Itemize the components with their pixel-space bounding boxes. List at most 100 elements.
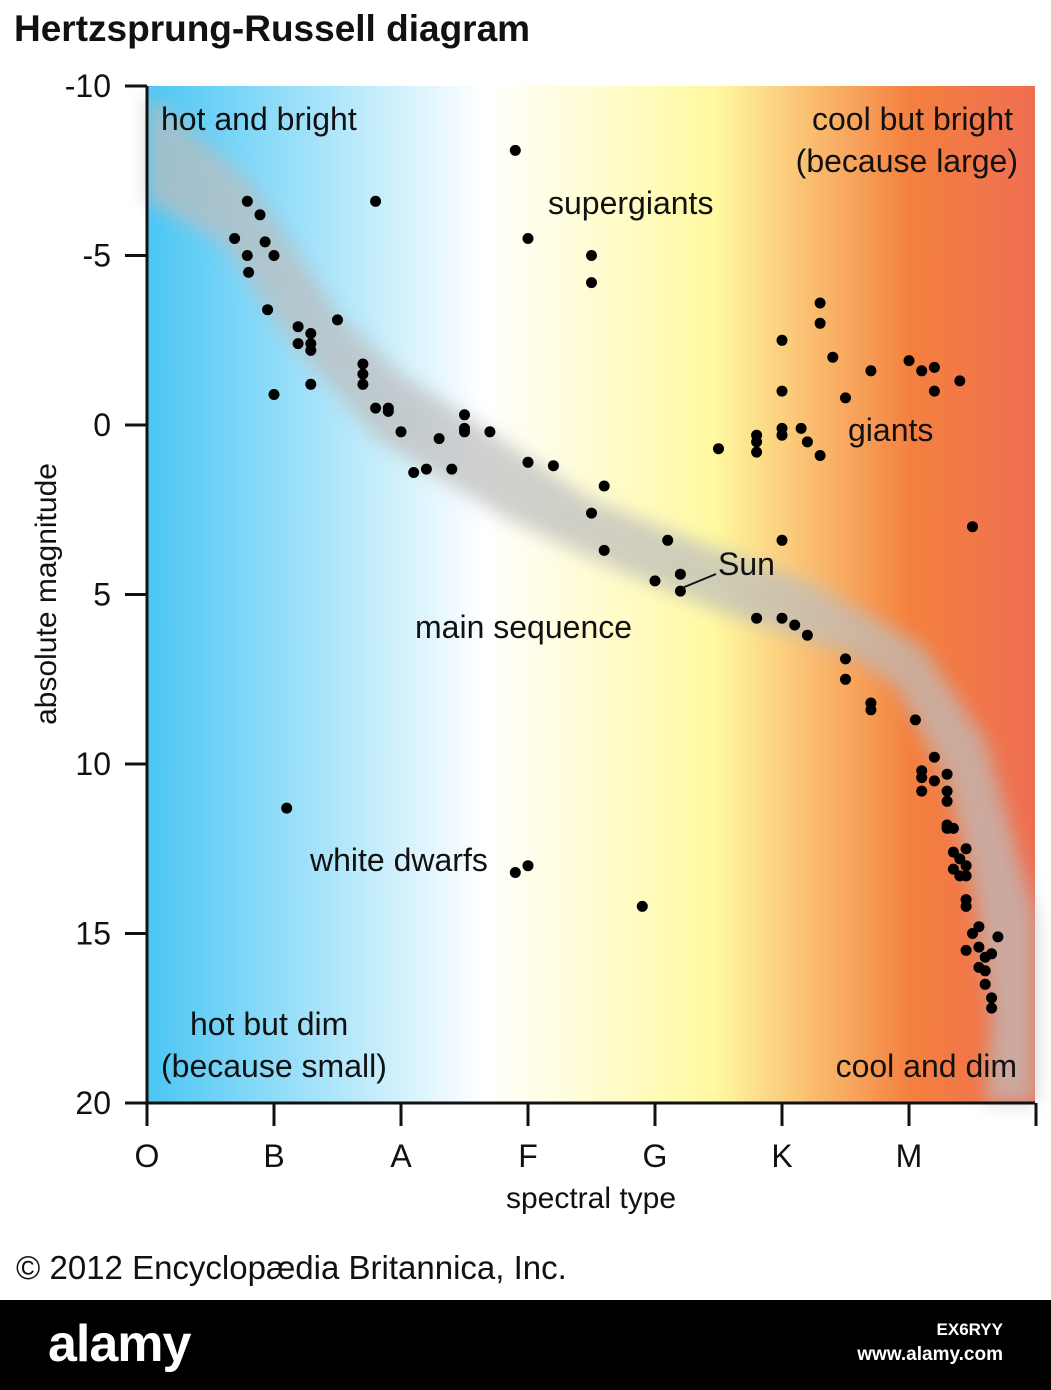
star-point xyxy=(928,775,940,787)
star-point xyxy=(598,544,610,556)
label-cool-but-bright: cool but bright xyxy=(812,101,1013,137)
label-main-sequence: main sequence xyxy=(415,609,632,645)
x-tick-label: M xyxy=(896,1138,923,1174)
y-axis-title: absolute magnitude xyxy=(30,463,63,725)
main-sequence-band xyxy=(147,92,1036,1104)
star-point xyxy=(357,358,369,370)
star-point xyxy=(979,978,991,990)
star-point xyxy=(259,236,271,248)
star-point xyxy=(484,426,496,438)
star-point xyxy=(801,436,813,448)
star-point xyxy=(903,355,915,367)
star-point xyxy=(292,338,304,350)
star-point xyxy=(840,653,851,665)
star-point xyxy=(241,195,253,207)
star-point xyxy=(776,385,788,397)
star-point xyxy=(357,368,369,380)
star-point xyxy=(649,575,661,587)
star-point xyxy=(459,426,470,438)
star-point xyxy=(916,365,928,377)
y-tick-label: 15 xyxy=(75,916,111,952)
star-point xyxy=(941,795,953,807)
star-point xyxy=(992,931,1004,943)
star-point xyxy=(586,250,597,261)
star-point xyxy=(305,378,317,390)
star-point xyxy=(598,480,610,492)
star-point xyxy=(459,409,470,421)
star-point xyxy=(960,843,972,855)
star-point xyxy=(928,751,940,763)
star-point xyxy=(522,860,534,872)
label-because-large: (because large) xyxy=(796,143,1018,179)
star-point xyxy=(370,195,382,207)
star-point xyxy=(814,450,826,461)
label-hot-and-bright: hot and bright xyxy=(161,101,357,137)
star-point xyxy=(909,714,921,726)
star-point xyxy=(751,446,763,458)
star-point xyxy=(947,822,959,834)
star-point xyxy=(954,870,966,882)
star-point xyxy=(241,250,253,261)
star-point xyxy=(433,433,445,445)
star-point xyxy=(268,389,280,400)
star-point xyxy=(967,521,978,533)
star-point xyxy=(281,802,293,814)
y-tick-label: 10 xyxy=(75,746,111,782)
image-id: EX6RYY xyxy=(936,1320,1003,1339)
star-point xyxy=(776,612,788,624)
star-point xyxy=(916,772,928,784)
star-point xyxy=(586,507,597,519)
y-tick-label: -10 xyxy=(65,68,111,104)
star-point xyxy=(547,460,559,472)
star-point xyxy=(357,378,369,390)
page-title: Hertzsprung-Russell diagram xyxy=(14,8,531,49)
star-point xyxy=(229,233,241,244)
star-point xyxy=(636,900,648,912)
label-giants: giants xyxy=(848,412,933,448)
x-tick-label: B xyxy=(263,1138,284,1174)
star-point xyxy=(865,704,877,716)
y-tick-label: 5 xyxy=(93,577,111,613)
star-point xyxy=(960,944,972,956)
star-point xyxy=(986,1002,998,1014)
star-point xyxy=(814,297,826,309)
star-point xyxy=(751,429,763,441)
star-point xyxy=(420,463,432,475)
star-point xyxy=(973,921,985,933)
star-point xyxy=(382,405,394,417)
star-point xyxy=(776,334,788,346)
star-point xyxy=(522,233,534,244)
star-point xyxy=(332,314,343,326)
star-point xyxy=(292,321,304,333)
star-point xyxy=(395,426,407,438)
footer-url: www.alamy.com xyxy=(857,1344,1003,1365)
star-point xyxy=(262,304,274,316)
star-point xyxy=(509,144,521,156)
star-point xyxy=(305,328,317,339)
star-point xyxy=(776,422,788,434)
stock-footer-bar: alamy EX6RYY www.alamy.com xyxy=(0,1300,1051,1390)
star-point xyxy=(801,629,813,641)
x-tick-label: F xyxy=(518,1138,538,1174)
x-tick-label: G xyxy=(643,1138,668,1174)
star-point xyxy=(243,266,255,278)
star-point xyxy=(370,402,382,414)
star-point xyxy=(865,365,877,377)
hr-diagram-chart: -10 -5 0 5 10 15 20 O B A F G K M absolute magnitude… xyxy=(30,68,1038,1215)
sun-pointer xyxy=(681,573,717,589)
star-point xyxy=(827,351,839,363)
y-tick-label: 20 xyxy=(75,1085,111,1121)
label-hot-but-dim: hot but dim xyxy=(190,1006,348,1042)
y-tick-label: -5 xyxy=(83,238,111,274)
star-point xyxy=(713,443,724,455)
star-point xyxy=(446,463,458,475)
star-point xyxy=(960,860,972,872)
star-point xyxy=(928,385,940,397)
star-point xyxy=(973,941,985,953)
x-tick-label: O xyxy=(135,1138,160,1174)
label-cool-and-dim: cool and dim xyxy=(836,1048,1017,1084)
x-tick-label: K xyxy=(771,1138,792,1174)
star-point xyxy=(973,961,985,973)
star-point xyxy=(928,361,940,373)
